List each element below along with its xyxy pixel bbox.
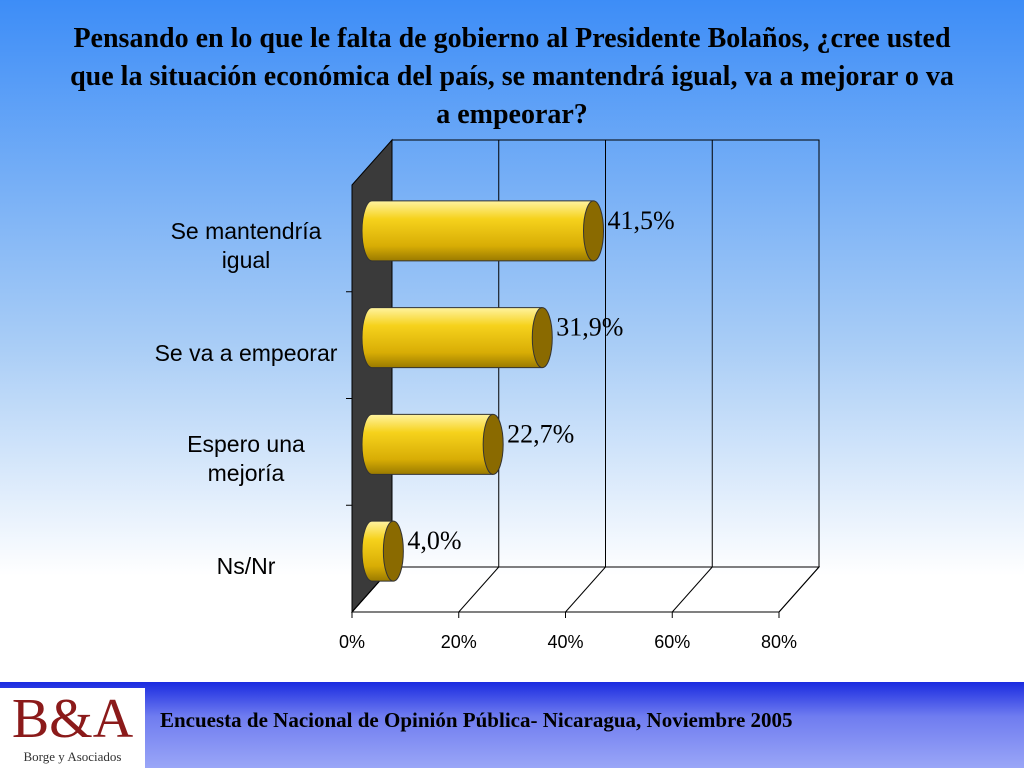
x-tick-label: 60% [654, 632, 690, 652]
bar-body [372, 307, 543, 368]
y-tick-label: Se va a empeorar [154, 339, 338, 366]
footer-text: Encuesta de Nacional de Opinión Pública-… [160, 708, 793, 732]
data-label: 31,9% [556, 313, 623, 342]
footer-band [0, 682, 1024, 768]
bar-cap [382, 520, 404, 582]
y-tick-label: Ns/Nr [216, 553, 276, 580]
grid-line [778, 566, 820, 613]
bar-cap [531, 307, 553, 369]
data-label: 22,7% [507, 419, 574, 448]
grid-line [458, 566, 500, 613]
bar [361, 413, 504, 475]
bar [361, 200, 605, 262]
logo-subtitle: Borge y Asociados [23, 749, 122, 764]
chart-title: Pensando en lo que le falta de gobierno … [70, 23, 954, 130]
bar [361, 520, 404, 582]
chart: 0% 20% 40% 60% 80% 41,5% 31,9% 22,7% 4,0% [339, 138, 821, 652]
bar-cap [583, 200, 605, 262]
x-tick-label: 40% [547, 632, 583, 652]
grid-line [671, 566, 713, 613]
data-label: 4,0% [407, 526, 461, 555]
grid-line [565, 566, 606, 613]
bar-body [372, 414, 494, 475]
x-tick-label: 20% [441, 632, 477, 652]
data-label: 41,5% [608, 206, 675, 235]
x-tick-label: 80% [761, 632, 797, 652]
bar [361, 307, 553, 369]
y-tick-label: Se mantendría igual [170, 217, 322, 273]
y-tick-label: Espero una mejoría [187, 431, 305, 487]
logo: B&A Borge y Asociados [0, 688, 145, 768]
x-tick-label: 0% [339, 632, 365, 652]
bar-cap [482, 413, 504, 475]
logo-text: B&A [11, 688, 134, 750]
bar-body [372, 200, 594, 261]
